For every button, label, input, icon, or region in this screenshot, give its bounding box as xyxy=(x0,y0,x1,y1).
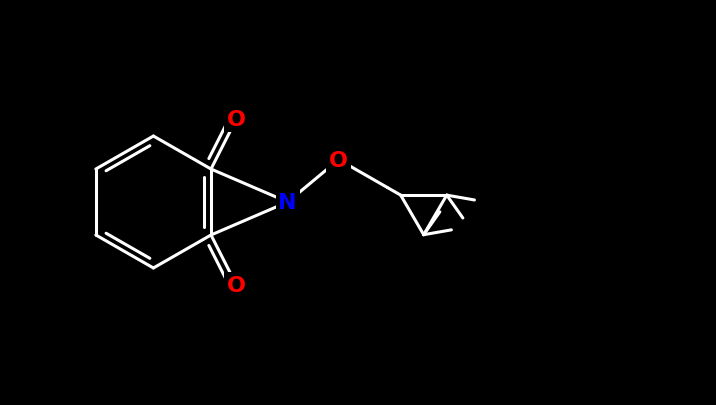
Text: O: O xyxy=(227,110,246,130)
Text: N: N xyxy=(279,192,297,213)
Text: O: O xyxy=(227,275,246,295)
Text: O: O xyxy=(329,150,348,170)
